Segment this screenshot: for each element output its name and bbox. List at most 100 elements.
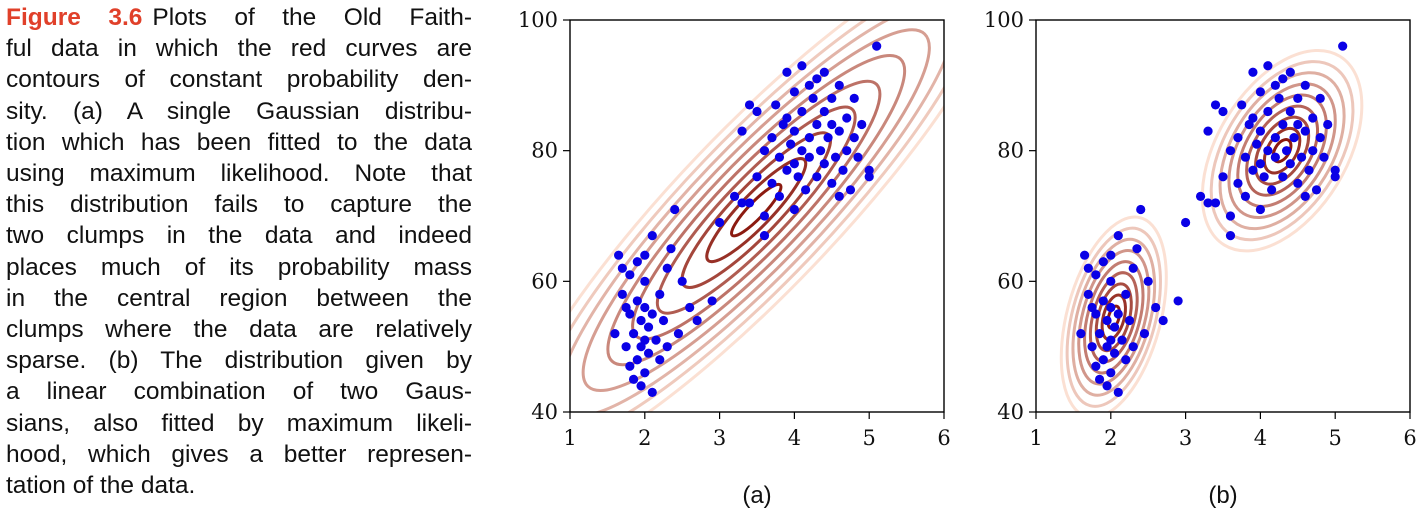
data-point [1076,329,1086,339]
data-point [1267,185,1277,195]
data-point [804,80,814,90]
data-point [1121,355,1131,365]
data-point [786,139,796,149]
data-point [737,198,747,208]
data-point [670,204,680,215]
data-point [1293,178,1303,188]
plot-area [1059,41,1364,412]
plot-area [570,20,944,412]
data-point [1308,113,1318,123]
data-point [845,185,856,195]
data-point [685,302,695,313]
contour-line [581,28,931,392]
data-point [812,119,822,130]
data-point [808,93,818,103]
data-point [1151,302,1161,313]
data-point [1296,152,1307,162]
data-point [827,93,837,103]
data-point [1263,106,1273,117]
data-point [647,387,657,397]
data-point [1274,93,1284,103]
data-point [1255,159,1265,169]
x-tick-label: 5 [1329,426,1342,450]
data-point [617,263,627,273]
data-point [774,191,785,201]
data-point [628,374,639,384]
data-point [1098,355,1108,365]
data-point [782,113,792,123]
data-point [838,165,848,175]
data-point [1113,231,1123,241]
data-point [789,204,799,215]
contour-line [1227,82,1337,219]
data-point [640,368,650,378]
y-tick-label: 80 [531,139,558,163]
data-point [789,126,799,136]
data-point [797,146,807,156]
data-point [1270,152,1280,162]
data-point [673,329,684,339]
y-tick-label: 40 [531,400,558,424]
caption-line-15: tation of the data. [6,472,196,500]
data-point [1143,276,1153,286]
data-point [707,296,717,306]
contour-line [606,54,907,367]
data-point [640,276,650,286]
data-point [1278,172,1288,182]
data-point [1106,276,1116,286]
contour-line [570,20,944,412]
data-point [872,41,882,51]
axes-frame [1035,19,1411,413]
contour-line [1071,237,1157,397]
data-point [1293,119,1303,130]
data-point [744,100,755,110]
data-point [1091,361,1101,371]
x-tick-label: 2 [1104,426,1117,450]
data-point [1293,93,1303,103]
data-point [819,159,829,169]
data-point [1300,126,1310,136]
data-point [864,165,874,175]
data-point [1087,302,1097,313]
x-tick-label: 5 [863,426,876,450]
data-point [1203,126,1213,136]
data-point [1248,67,1258,77]
data-point [830,152,841,162]
data-point [1210,198,1221,208]
contour-line [1218,71,1346,231]
data-point [647,231,657,241]
data-point [1106,368,1116,378]
caption-line-13: sians, also fitted by maximum likeli- [6,409,472,437]
data-point [1158,315,1168,326]
figure-caption: Figure 3.6 Plots of the Old Faith- ful da… [6,2,472,501]
data-point [827,119,837,130]
panel-label: (b) [1208,482,1237,509]
data-point [1225,146,1236,156]
data-point [1109,348,1120,358]
caption-line-8: places much of its probability mass [6,253,472,281]
data-point [1300,191,1310,201]
data-point [1255,87,1265,97]
contour-line [570,20,944,412]
data-point [640,335,650,345]
data-point [857,119,867,130]
data-point [1083,263,1093,273]
data-point [1121,289,1131,299]
y-tick-label: 80 [997,139,1024,163]
y-tick-label: 100 [984,8,1024,32]
data-point [692,315,702,326]
contour-line [705,157,808,264]
data-point [1233,133,1243,143]
scatter-plot-a: 1 2 3 4 5 6 40 60 80 100 (a) [518,8,951,509]
data-point [1203,198,1213,208]
data-point [1263,61,1273,71]
data-point [849,133,859,143]
x-tick-label: 2 [638,426,651,450]
axes-frame [569,19,945,413]
data-point [1225,231,1236,241]
data-point [625,361,635,371]
data-point [617,289,627,299]
data-point [759,231,770,241]
panel-label: (a) [742,482,771,509]
data-point [614,250,624,260]
